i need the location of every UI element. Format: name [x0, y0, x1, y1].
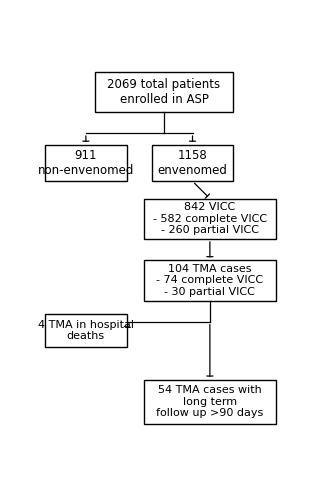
FancyBboxPatch shape [144, 380, 276, 424]
FancyBboxPatch shape [95, 72, 234, 112]
FancyBboxPatch shape [152, 144, 234, 182]
Text: 2069 total patients
enrolled in ASP: 2069 total patients enrolled in ASP [108, 78, 220, 106]
Text: 54 TMA cases with
long term
follow up >90 days: 54 TMA cases with long term follow up >9… [156, 385, 263, 418]
FancyBboxPatch shape [144, 260, 276, 300]
Text: 842 VICC
- 582 complete VICC
- 260 partial VICC: 842 VICC - 582 complete VICC - 260 parti… [153, 202, 267, 235]
Text: 4 TMA in hospital
deaths: 4 TMA in hospital deaths [38, 320, 134, 342]
FancyBboxPatch shape [45, 144, 127, 182]
Text: 104 TMA cases
- 74 complete VICC
- 30 partial VICC: 104 TMA cases - 74 complete VICC - 30 pa… [156, 264, 263, 297]
FancyBboxPatch shape [144, 198, 276, 239]
Text: 1158
envenomed: 1158 envenomed [157, 149, 228, 177]
Text: 911
non-envenomed: 911 non-envenomed [38, 149, 134, 177]
FancyBboxPatch shape [45, 314, 127, 347]
